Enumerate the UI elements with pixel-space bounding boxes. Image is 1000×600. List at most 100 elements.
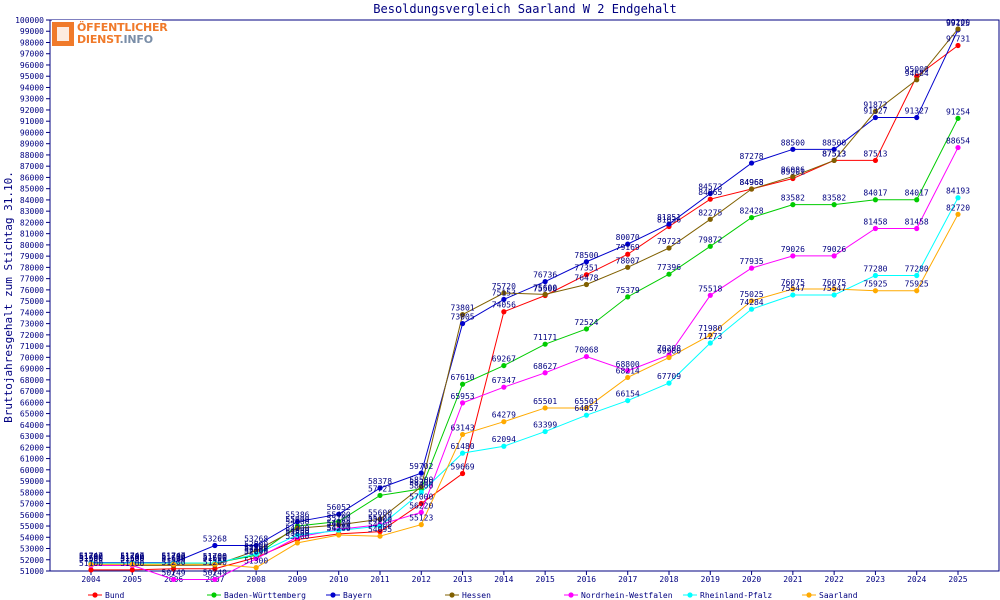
data-label: 79872	[698, 235, 722, 244]
data-point	[418, 522, 424, 528]
data-label: 51700	[203, 552, 227, 561]
data-label: 77396	[657, 263, 681, 272]
data-label: 77280	[863, 264, 887, 273]
y-tick-label: 87000	[20, 162, 44, 171]
data-label: 51200	[203, 558, 227, 567]
data-point	[418, 509, 424, 515]
data-point	[872, 272, 879, 279]
y-tick-label: 84000	[20, 196, 44, 205]
data-label: 51500	[79, 554, 103, 563]
y-tick-label: 83000	[20, 207, 44, 216]
data-label: 65501	[533, 397, 557, 406]
data-label: 81458	[863, 218, 887, 227]
data-label: 81636	[657, 216, 681, 225]
data-label: 54600	[327, 520, 351, 529]
x-tick-label: 2018	[659, 575, 678, 584]
data-label: 61480	[451, 442, 475, 451]
data-point	[212, 576, 218, 583]
data-point	[418, 500, 424, 507]
data-point	[872, 225, 879, 232]
data-point	[790, 253, 796, 259]
data-point	[831, 253, 837, 259]
series-lines	[91, 28, 959, 580]
x-tick-label: 2014	[494, 575, 513, 584]
x-tick-label: 2017	[618, 575, 637, 584]
data-point	[625, 241, 631, 247]
data-point	[377, 523, 383, 529]
y-tick-label: 70000	[20, 353, 44, 362]
data-label: 55386	[285, 511, 309, 520]
data-label: 67347	[492, 376, 516, 385]
y-tick-label: 73000	[20, 320, 44, 329]
data-point	[666, 245, 672, 251]
legend-label: Bund	[105, 591, 124, 600]
legend-swatch-point	[211, 592, 217, 598]
legend-swatch-point	[92, 592, 98, 598]
data-point	[790, 146, 796, 152]
x-tick-label: 2008	[247, 575, 266, 584]
y-tick-label: 72000	[20, 331, 44, 340]
y-tick-label: 53000	[20, 545, 44, 554]
series-line	[91, 197, 959, 564]
data-point	[583, 259, 590, 265]
y-tick-label: 97000	[20, 50, 44, 59]
data-label: 75925	[863, 280, 887, 289]
data-label: 71273	[698, 332, 722, 341]
data-label: 52500	[244, 543, 268, 552]
x-tick-label: 2009	[288, 575, 307, 584]
y-tick-label: 57000	[20, 500, 44, 509]
data-label: 64279	[492, 411, 516, 420]
x-tick-label: 2011	[370, 575, 389, 584]
data-label: 51700	[162, 552, 186, 561]
data-label: 75379	[616, 286, 640, 295]
data-point	[377, 492, 383, 499]
y-tick-label: 61000	[20, 455, 44, 464]
x-tick-label: 2020	[742, 575, 761, 584]
legend-label: Nordrhein-Westfalen	[581, 591, 673, 600]
x-tick-label: 2016	[577, 575, 596, 584]
data-point	[955, 42, 961, 49]
y-tick-label: 90000	[20, 128, 44, 137]
y-tick-label: 81000	[20, 230, 44, 239]
data-label: 58000	[409, 481, 433, 490]
y-tick-label: 82000	[20, 218, 44, 227]
data-point	[790, 173, 796, 180]
legend-swatch-point	[687, 592, 693, 598]
data-point	[831, 157, 837, 164]
data-label: 55123	[368, 514, 392, 523]
data-label: 81458	[905, 218, 929, 227]
data-label: 75518	[698, 284, 722, 293]
data-point	[253, 556, 259, 562]
data-point	[501, 419, 507, 425]
data-point	[955, 195, 961, 201]
data-label: 79026	[781, 245, 805, 254]
data-point	[872, 288, 879, 294]
legend-swatch-point	[806, 592, 812, 598]
data-label: 51500	[79, 554, 103, 563]
data-point	[625, 251, 631, 257]
data-label: 54300	[327, 523, 351, 532]
data-point	[583, 281, 590, 288]
data-point	[542, 405, 548, 411]
x-tick-label: 2010	[329, 575, 348, 584]
data-point	[955, 115, 961, 121]
data-label: 52095	[244, 548, 268, 557]
data-point	[501, 443, 507, 449]
data-label: 75720	[492, 282, 516, 291]
logo-line-2: DIENST.INFO	[77, 34, 153, 46]
y-tick-label: 64000	[20, 421, 44, 430]
data-point	[914, 272, 920, 279]
data-label: 91327	[863, 107, 887, 116]
data-label: 95000	[905, 65, 929, 74]
data-label: 54000	[285, 526, 309, 535]
data-point	[583, 412, 590, 418]
data-label: 59702	[409, 462, 433, 471]
legend-swatch-point	[449, 592, 455, 598]
y-tick-label: 51000	[20, 567, 44, 576]
data-point	[418, 470, 424, 476]
data-point	[212, 542, 218, 549]
legend-label: Bayern	[343, 591, 372, 600]
x-tick-label: 2024	[907, 575, 926, 584]
data-label: 51600	[79, 553, 103, 562]
data-point	[459, 320, 466, 327]
